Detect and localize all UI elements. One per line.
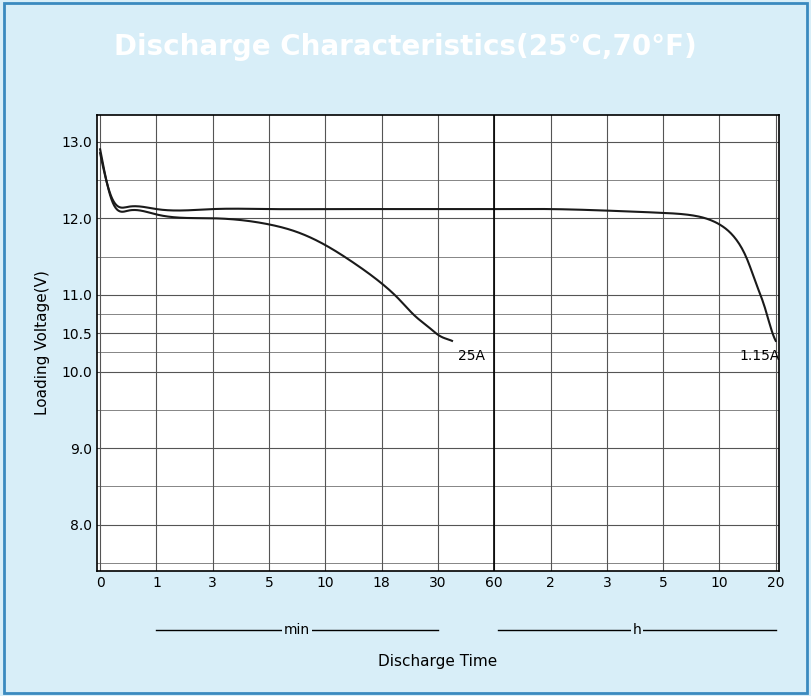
Y-axis label: Loading Voltage(V): Loading Voltage(V) [36,270,50,416]
Text: min: min [284,623,311,637]
Text: Discharge Time: Discharge Time [378,654,498,669]
Text: Discharge Characteristics(25°C,70°F): Discharge Characteristics(25°C,70°F) [114,33,697,61]
Text: 1.15A: 1.15A [739,349,779,363]
Text: 25A: 25A [457,349,485,363]
Text: h: h [633,623,642,637]
